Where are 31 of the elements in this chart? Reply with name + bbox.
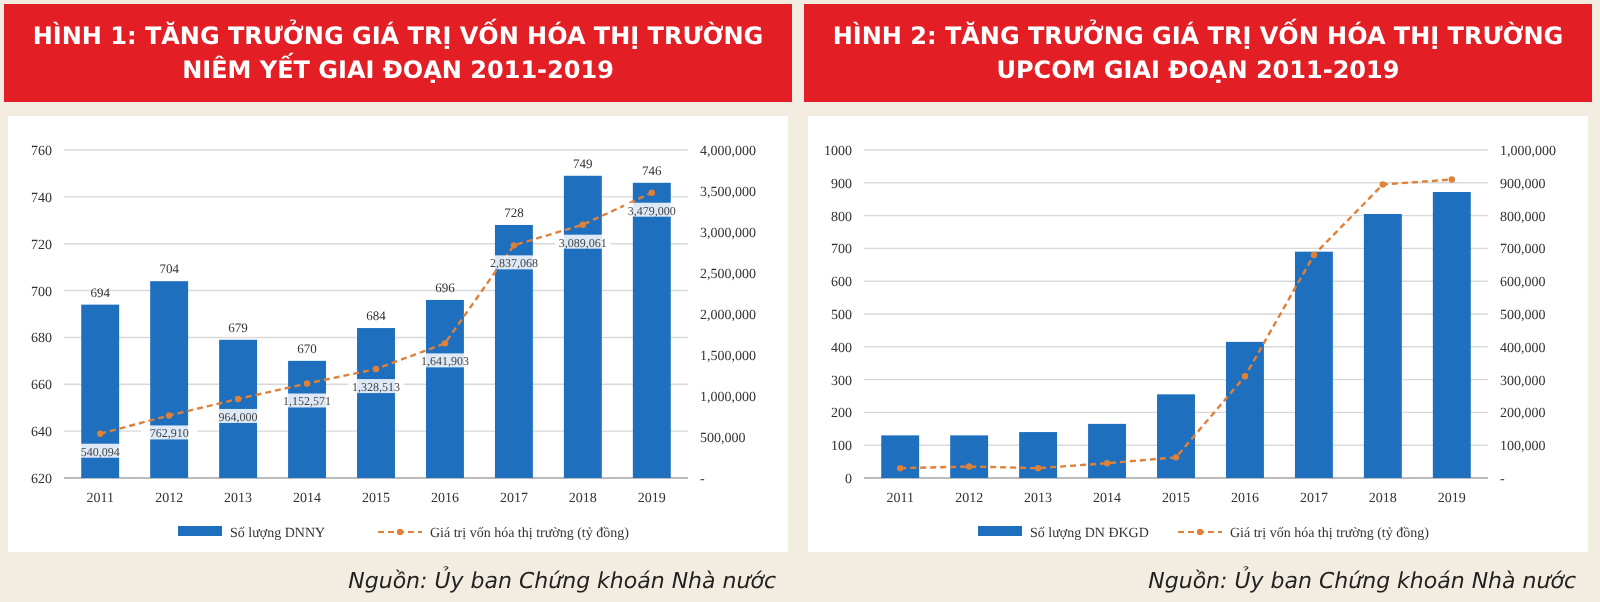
point [1034, 464, 1042, 472]
point [965, 463, 973, 470]
point [1241, 373, 1249, 380]
point [1379, 181, 1387, 188]
bar [950, 435, 989, 478]
point [897, 464, 904, 472]
text: Nguồn: Ủy ban Chứng khoán Nhà nước [1148, 566, 1576, 594]
point [1172, 454, 1180, 461]
point [1310, 251, 1318, 259]
text: Nguồn: Ủy ban Chứng khoán Nhà nước [348, 566, 776, 594]
point [165, 412, 173, 419]
bar [881, 435, 920, 478]
bar [1432, 191, 1471, 478]
point [1448, 176, 1455, 183]
bar [1019, 432, 1058, 478]
point [648, 189, 655, 196]
point [510, 242, 518, 249]
bar [1294, 251, 1333, 478]
point [441, 340, 449, 347]
bar [1088, 423, 1127, 478]
bar [1225, 341, 1264, 478]
point [1103, 460, 1111, 467]
point [234, 395, 242, 403]
point [372, 365, 380, 373]
chart-title: HÌNH 2: TĂNG TRƯỞNG GIÁ TRỊ VỐN HÓA THỊ TRƯỜNG UPCOM GIAI ĐOẠN 2011-2019 [832, 18, 1564, 84]
bar [1157, 394, 1195, 478]
point [579, 221, 587, 228]
chart-title: HÌNH 1: TĂNG TRƯỞNG GIÁ TRỊ VỐN HÓA THỊ TRƯỜNG NIÊM YẾT GIAI ĐOẠN 2011-2019 [32, 18, 764, 84]
point [303, 380, 311, 387]
point [97, 430, 104, 437]
bar [1363, 213, 1402, 478]
